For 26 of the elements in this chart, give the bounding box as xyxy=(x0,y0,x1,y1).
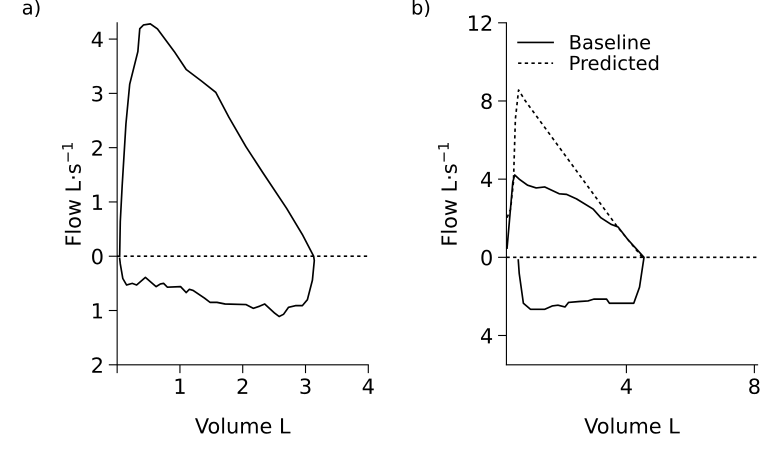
x-tick-label: 4 xyxy=(620,378,632,394)
y-tick-label: 3 xyxy=(92,86,102,102)
y-tick-label: 4 xyxy=(480,328,492,344)
chart-title: a) xyxy=(22,0,40,18)
y-tick-label: 4 xyxy=(92,32,103,47)
y-tick-label: 1 xyxy=(92,194,102,210)
y-tick-label: 2 xyxy=(92,140,102,156)
legend-label: Predicted xyxy=(570,55,658,70)
x-tick-label: 8 xyxy=(749,378,760,394)
x-tick-label: 2 xyxy=(238,378,248,394)
y-tick-label: 0 xyxy=(481,250,492,266)
y-tick-label: 2 xyxy=(92,357,102,373)
y-axis-title: Flow L·s$^{−1}$ xyxy=(438,143,457,245)
chart-title: b) xyxy=(412,0,430,18)
x-tick-label: 4 xyxy=(362,378,374,394)
y-tick-label: 12 xyxy=(469,15,492,31)
x-axis-title: Volume L xyxy=(584,418,680,434)
y-axis-title: Flow L·s$^{−1}$ xyxy=(62,143,81,245)
y-tick-label: 1 xyxy=(92,303,102,318)
y-tick-label: 0 xyxy=(92,248,103,264)
legend-label: Baseline xyxy=(570,34,650,50)
x-tick-label: 3 xyxy=(300,378,310,394)
x-tick-label: 1 xyxy=(176,378,185,394)
x-axis-title: Volume L xyxy=(195,418,290,434)
y-tick-label: 8 xyxy=(481,93,492,110)
y-tick-label: 4 xyxy=(480,172,492,188)
